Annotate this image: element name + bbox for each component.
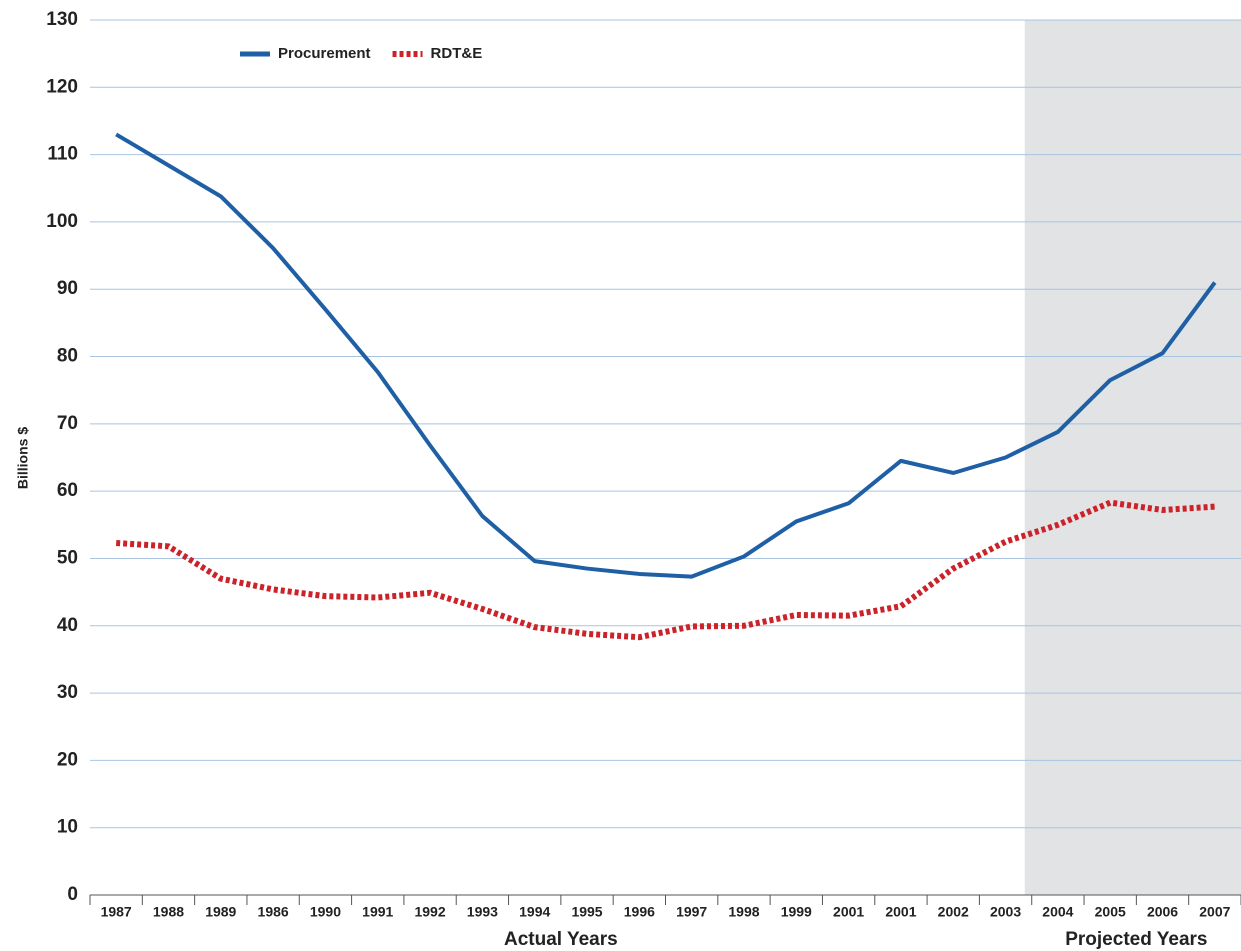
x-tick-label: 1998 bbox=[728, 904, 759, 920]
y-tick-label: 120 bbox=[46, 76, 78, 97]
x-tick-label: 2001 bbox=[833, 904, 864, 920]
x-tick-label: 1987 bbox=[101, 904, 132, 920]
legend-label: RDT&E bbox=[431, 45, 483, 62]
y-tick-label: 110 bbox=[47, 144, 78, 165]
y-tick-label: 60 bbox=[57, 480, 78, 501]
annotation: Projected Years bbox=[1065, 929, 1207, 950]
x-tick-label: 1994 bbox=[519, 904, 550, 920]
x-tick-label: 2003 bbox=[990, 904, 1021, 920]
x-tick-label: 1997 bbox=[676, 904, 707, 920]
series-line bbox=[115, 132, 1217, 579]
y-axis-label: Billions $ bbox=[15, 427, 31, 489]
y-tick-label: 130 bbox=[46, 9, 78, 30]
projected-shade bbox=[1024, 20, 1241, 895]
y-tick-label: 70 bbox=[57, 413, 78, 434]
x-tick-label: 1999 bbox=[781, 904, 812, 920]
x-tick-label: 2001 bbox=[885, 904, 916, 920]
series-line bbox=[115, 499, 1216, 641]
y-tick-label: 80 bbox=[57, 346, 78, 367]
y-tick-label: 100 bbox=[46, 211, 78, 232]
x-tick-label: 1993 bbox=[467, 904, 498, 920]
x-tick-label: 2007 bbox=[1199, 904, 1230, 920]
x-tick-label: 1988 bbox=[153, 904, 184, 920]
x-tick-label: 1989 bbox=[205, 904, 236, 920]
x-tick-label: 2006 bbox=[1147, 904, 1178, 920]
x-tick-label: 1990 bbox=[310, 904, 341, 920]
y-tick-label: 90 bbox=[57, 278, 78, 299]
legend-label: Procurement bbox=[278, 45, 371, 62]
x-tick-label: 2005 bbox=[1095, 904, 1126, 920]
x-tick-label: 1991 bbox=[362, 904, 393, 920]
y-tick-label: 0 bbox=[67, 884, 78, 905]
x-tick-label: 1986 bbox=[258, 904, 289, 920]
y-tick-label: 40 bbox=[57, 615, 78, 636]
y-tick-label: 10 bbox=[57, 817, 78, 838]
x-tick-label: 1992 bbox=[414, 904, 445, 920]
annotation: Actual Years bbox=[504, 929, 618, 950]
x-tick-label: 1995 bbox=[571, 904, 602, 920]
x-tick-label: 2002 bbox=[938, 904, 969, 920]
y-tick-label: 20 bbox=[57, 749, 78, 770]
x-tick-label: 1996 bbox=[624, 904, 655, 920]
x-tick-label: 2004 bbox=[1042, 904, 1073, 920]
y-tick-label: 30 bbox=[57, 682, 78, 703]
y-tick-label: 50 bbox=[57, 547, 78, 568]
